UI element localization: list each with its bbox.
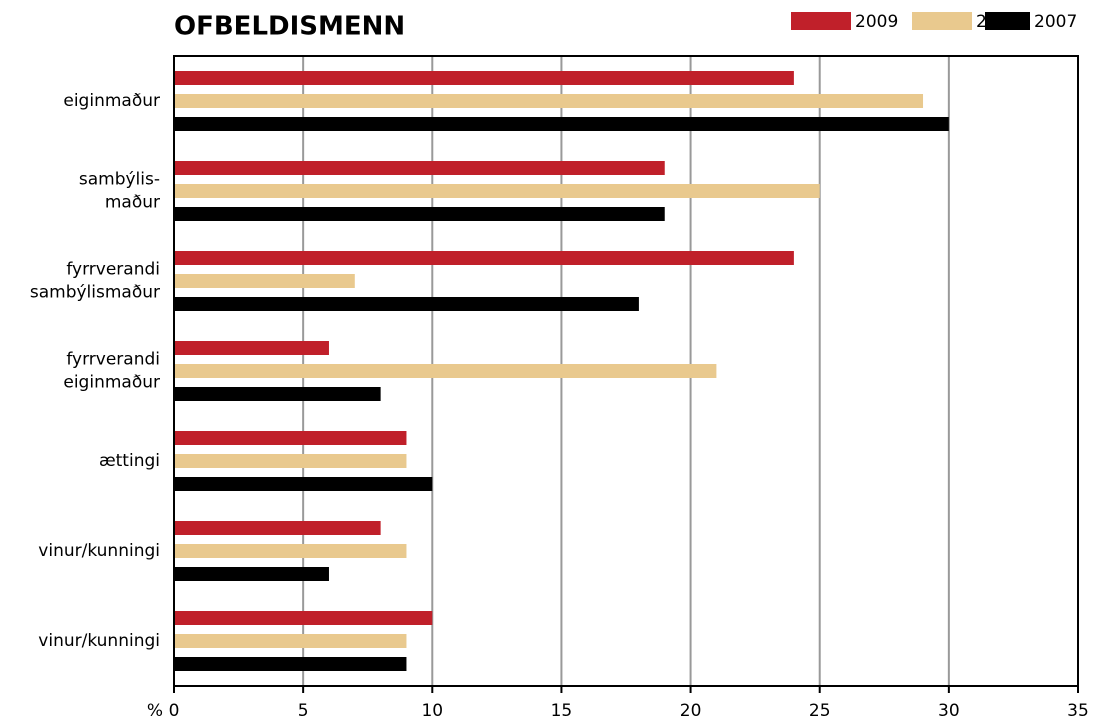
bar (174, 274, 355, 288)
plot-frame (173, 55, 1079, 687)
bar (174, 544, 407, 558)
bar (174, 117, 949, 131)
bar (174, 341, 329, 355)
legend-label: 2009 (855, 12, 898, 32)
x-tick-label: 35 (1067, 701, 1089, 720)
legend-swatch (912, 12, 972, 30)
x-tick-label: 25 (809, 701, 831, 720)
bar (174, 611, 433, 625)
x-tick-label: 5 (298, 701, 309, 720)
bar (174, 161, 665, 175)
bar (174, 634, 407, 648)
y-tick-label: vinur/kunningi (38, 631, 160, 651)
bar (174, 297, 639, 311)
x-tick-label: 0 (169, 701, 180, 720)
bar (174, 454, 407, 468)
bar (174, 251, 794, 265)
y-tick-label: fyrrverandi (66, 350, 160, 370)
bar (174, 184, 820, 198)
y-tick-label: sambýlismaður (30, 283, 160, 303)
legend-label: 2007 (1034, 12, 1077, 32)
bar (174, 567, 329, 581)
x-tick-label: 30 (938, 701, 960, 720)
y-tick-label: sambýlis- (79, 170, 160, 190)
bar (174, 657, 407, 671)
bar (174, 387, 381, 401)
y-tick-label: ættingi (99, 451, 160, 471)
legend-swatch (791, 12, 851, 30)
y-tick-label: fyrrverandi (66, 260, 160, 280)
y-tick-label: eiginmaður (63, 373, 160, 393)
bar (174, 431, 407, 445)
y-tick-label: eiginmaður (63, 91, 160, 111)
bar (174, 94, 924, 108)
bar (174, 521, 381, 535)
y-tick-label: maður (105, 193, 160, 213)
legend-swatch (985, 12, 1030, 30)
x-tick-label: 15 (551, 701, 573, 720)
bar (174, 477, 433, 491)
chart-title: OFBELDISMENN (174, 12, 405, 42)
bar (174, 71, 794, 85)
x-tick-label: 10 (421, 701, 443, 720)
bar (174, 364, 717, 378)
x-tick-label: 20 (680, 701, 702, 720)
y-tick-label: vinur/kunningi (38, 541, 160, 561)
x-axis-label: % (147, 701, 163, 720)
bar (174, 207, 665, 221)
